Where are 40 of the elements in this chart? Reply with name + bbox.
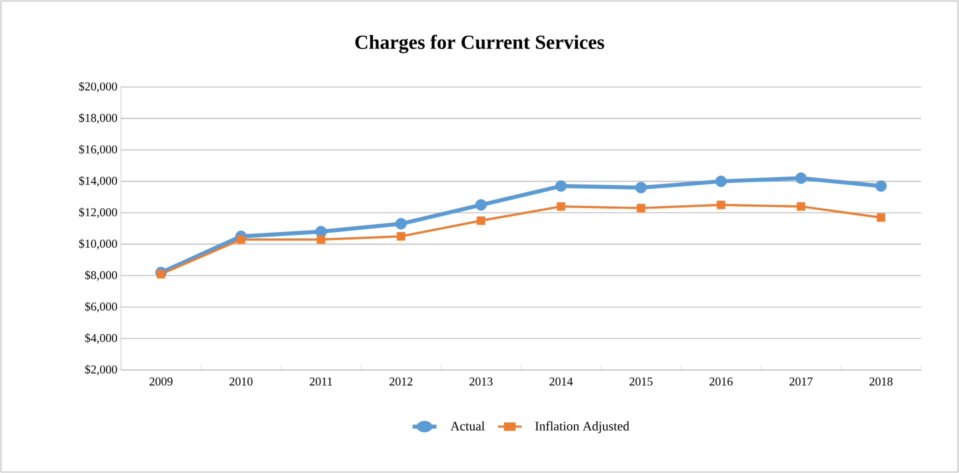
x-tick-label: 2009 bbox=[150, 377, 172, 386]
y-tick-label: $10,000 bbox=[79, 238, 118, 250]
y-tick-label: $20,000 bbox=[79, 82, 118, 92]
x-tick-label: 2016 bbox=[710, 377, 733, 386]
point bbox=[396, 232, 406, 241]
point bbox=[795, 172, 807, 184]
point bbox=[796, 202, 806, 211]
point bbox=[635, 182, 647, 194]
x-tick-label: 2015 bbox=[630, 377, 652, 386]
x-tick-label: 2013 bbox=[470, 377, 492, 386]
point bbox=[236, 235, 246, 244]
y-tick-label: $14,000 bbox=[79, 176, 118, 187]
point bbox=[156, 270, 166, 278]
y-tick-label: $2,000 bbox=[85, 364, 118, 376]
x-tick-label: 2012 bbox=[390, 377, 412, 386]
point bbox=[555, 180, 567, 192]
y-tick-label: $18,000 bbox=[79, 113, 118, 124]
y-tick-label: $12,000 bbox=[79, 208, 118, 218]
point bbox=[715, 176, 727, 188]
y-tick-label: $16,000 bbox=[79, 144, 118, 156]
y-tick-label: $4,000 bbox=[85, 333, 118, 344]
x-tick-label: 2017 bbox=[790, 377, 813, 386]
y-tick-label: $8,000 bbox=[85, 270, 118, 281]
x-tick-label: 2014 bbox=[550, 377, 573, 386]
point bbox=[395, 218, 407, 230]
point bbox=[316, 235, 326, 244]
point bbox=[875, 180, 887, 192]
point bbox=[876, 213, 886, 222]
y-tick-label: $6,000 bbox=[85, 302, 118, 312]
point bbox=[475, 199, 487, 211]
x-tick-label: 2018 bbox=[870, 377, 892, 386]
point bbox=[476, 216, 486, 225]
legend-label: Actual bbox=[450, 421, 485, 430]
x-tick-label: 2010 bbox=[230, 377, 252, 386]
chart-title: Charges for Current Services bbox=[355, 34, 604, 54]
point bbox=[556, 202, 566, 211]
x-tick-label: 2011 bbox=[310, 377, 332, 386]
legend-label: Inflation Adjusted bbox=[535, 421, 630, 434]
point bbox=[636, 204, 646, 212]
point bbox=[716, 200, 726, 210]
